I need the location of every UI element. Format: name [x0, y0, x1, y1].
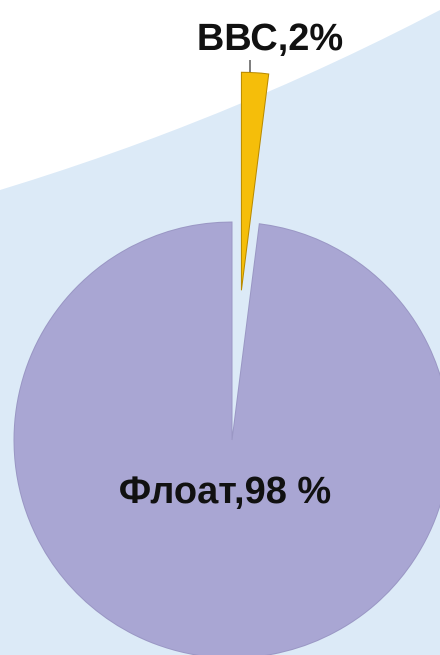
pie-slice — [240, 71, 270, 291]
data-label: Флоат,98 % — [118, 470, 332, 512]
data-label: ВВС,2% — [196, 17, 344, 59]
pie-slice — [13, 221, 440, 655]
